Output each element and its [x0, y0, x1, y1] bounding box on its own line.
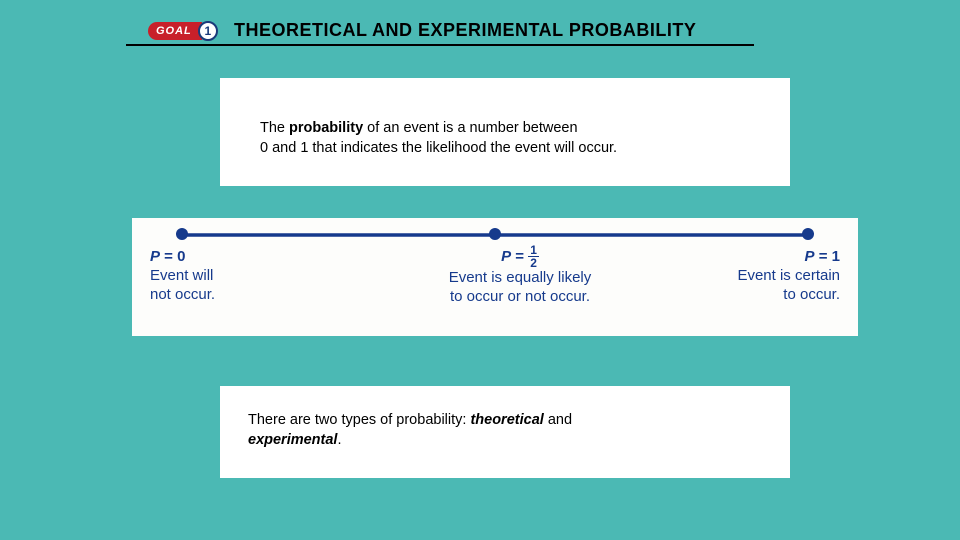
- types-experimental: experimental: [248, 432, 337, 448]
- page-title: THEORETICAL AND EXPERIMENTAL PROBABILITY: [234, 20, 696, 41]
- numberline-dot-1: [802, 228, 814, 240]
- goal-label: GOAL: [148, 22, 202, 40]
- numberline-label-0: P = 0 Event will not occur.: [150, 248, 280, 304]
- types-mid: and: [544, 412, 572, 428]
- definition-box: The probability of an event is a number …: [220, 78, 790, 186]
- types-theoretical: theoretical: [470, 412, 543, 428]
- nl1-desc1: Event is equally likely: [449, 269, 592, 286]
- nl1-desc2: to occur or not occur.: [450, 288, 590, 305]
- goal-number: 1: [198, 21, 218, 41]
- def-rest1: of an event is a number between: [367, 120, 577, 136]
- nl2-desc2: to occur.: [783, 286, 840, 303]
- numberline-label-1: P = 1 Event is certain to occur.: [700, 248, 840, 304]
- numberline-svg: [170, 224, 820, 246]
- numberline-box: P = 0 Event will not occur. P = 12 Event…: [132, 218, 858, 336]
- def-rest2: 0 and 1 that indicates the likelihood th…: [260, 140, 617, 156]
- title-text: THEORETICAL AND EXPERIMENTAL PROBABILITY: [234, 20, 696, 40]
- nl0-desc2: not occur.: [150, 286, 215, 303]
- nl0-desc1: Event will: [150, 267, 213, 284]
- nl2-desc1: Event is certain: [737, 267, 840, 284]
- fraction-half-icon: 12: [528, 244, 539, 269]
- numberline-dot-half: [489, 228, 501, 240]
- types-suffix: .: [337, 432, 341, 448]
- goal-badge: GOAL 1: [148, 20, 218, 42]
- def-prefix: The: [260, 120, 289, 136]
- def-term: probability: [289, 120, 363, 136]
- numberline-dot-0: [176, 228, 188, 240]
- numberline-label-half: P = 12 Event is equally likely to occur …: [430, 244, 610, 307]
- types-box: There are two types of probability: theo…: [220, 386, 790, 478]
- title-underline: [126, 44, 754, 46]
- types-prefix: There are two types of probability:: [248, 412, 470, 428]
